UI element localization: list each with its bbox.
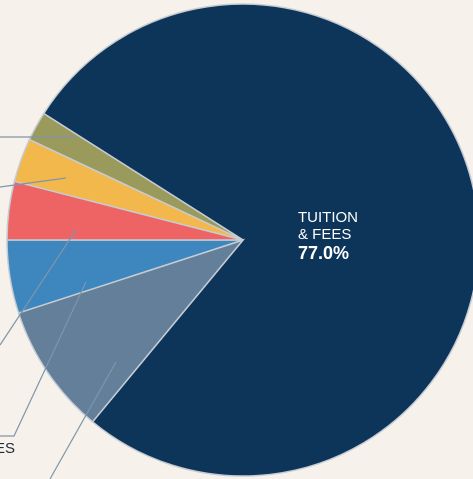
leader-line <box>0 229 77 346</box>
pie-slice <box>42 3 473 477</box>
pie-slice <box>28 112 244 241</box>
slice-label: TUITION <box>298 209 358 226</box>
slice-label: & FEES <box>298 226 351 243</box>
slice-label: ES <box>0 440 15 457</box>
pie <box>6 3 473 477</box>
leader-line <box>49 361 117 479</box>
leader-lines <box>0 136 117 479</box>
leader-line <box>0 177 67 188</box>
pie-slice <box>17 238 246 423</box>
slice-value-label: 77.0% <box>298 243 349 263</box>
leader-line <box>0 281 87 437</box>
